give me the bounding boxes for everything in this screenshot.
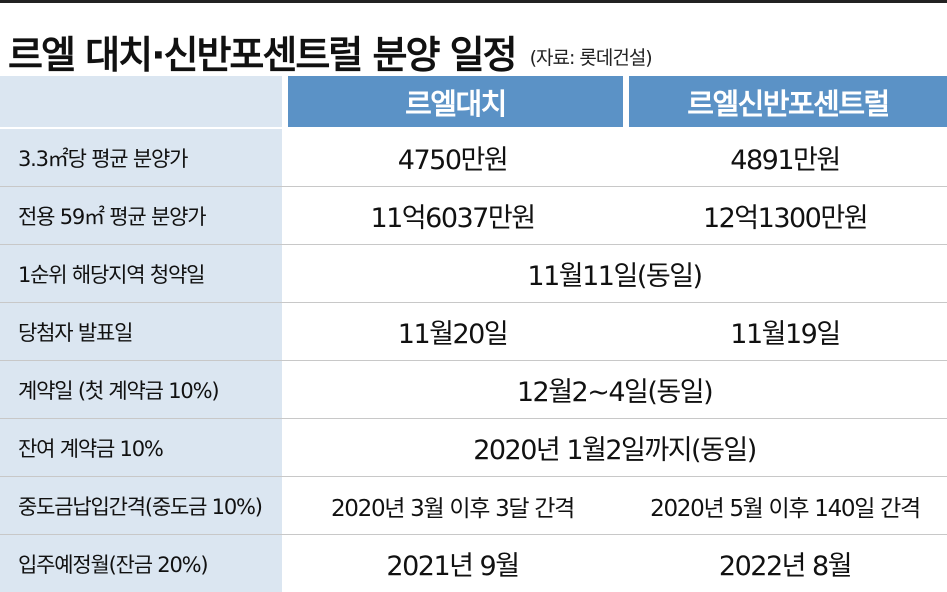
row-label: 계약일 (첫 계약금 10%): [0, 361, 282, 418]
schedule-table: 르엘대치 르엘신반포센트럴 3.3㎡당 평균 분양가 4750만원 4891만원…: [0, 76, 947, 592]
page-title: 르엘 대치·신반포센트럴 분양 일정: [8, 33, 518, 77]
row-label: 입주예정월(잔금 20%): [0, 535, 282, 592]
table-cell: 11월20일: [397, 319, 509, 350]
table-row: 계약일 (첫 계약금 10%) 12월2~4일(동일): [0, 361, 947, 419]
table-cell: 2021년 9월: [386, 551, 520, 582]
table-row: 중도금납입간격(중도금 10%) 2020년 3월 이후 3달 간격 2020년…: [0, 477, 947, 535]
table-header-row: 르엘대치 르엘신반포센트럴: [0, 76, 947, 129]
table-row: 당첨자 발표일 11월20일 11월19일: [0, 303, 947, 361]
column-header-lerel-sinbanpo-central: 르엘신반포센트럴: [629, 76, 947, 127]
table-row: 입주예정월(잔금 20%) 2021년 9월 2022년 8월: [0, 535, 947, 592]
table-row: 1순위 해당지역 청약일 11월11일(동일): [0, 245, 947, 303]
table-row: 잔여 계약금 10% 2020년 1월2일까지(동일): [0, 419, 947, 477]
column-header-lerel-daechi: 르엘대치: [288, 76, 623, 127]
table-cell: 12억1300만원: [702, 203, 869, 234]
table-cell: 2022년 8월: [718, 551, 853, 582]
top-rule: [0, 0, 947, 3]
row-label: 1순위 해당지역 청약일: [0, 245, 282, 302]
header-corner-cell: [0, 76, 282, 127]
table-cell-merged: 12월2~4일(동일): [516, 377, 714, 408]
table-cell: 2020년 5월 이후 140일 간격: [650, 495, 921, 522]
row-label: 잔여 계약금 10%: [0, 419, 282, 476]
table-cell: 11월19일: [730, 319, 841, 350]
table-row: 3.3㎡당 평균 분양가 4750만원 4891만원: [0, 129, 947, 187]
table-cell-merged: 2020년 1월2일까지(동일): [473, 435, 757, 466]
row-label: 3.3㎡당 평균 분양가: [0, 129, 282, 186]
table-cell: 4891만원: [730, 145, 841, 176]
source-note: (자료: 롯데건설): [529, 47, 653, 69]
table-cell-merged: 11월11일(동일): [527, 261, 703, 292]
table-row: 전용 59㎡ 평균 분양가 11억6037만원 12억1300만원: [0, 187, 947, 245]
table-cell: 11억6037만원: [370, 203, 536, 234]
row-label: 당첨자 발표일: [0, 303, 282, 360]
table-cell: 4750만원: [397, 145, 509, 176]
table-cell: 2020년 3월 이후 3달 간격: [330, 495, 575, 522]
row-label: 중도금납입간격(중도금 10%): [0, 477, 282, 534]
title-row: 르엘 대치·신반포센트럴 분양 일정 (자료: 롯데건설): [8, 14, 653, 77]
row-label: 전용 59㎡ 평균 분양가: [0, 187, 282, 244]
